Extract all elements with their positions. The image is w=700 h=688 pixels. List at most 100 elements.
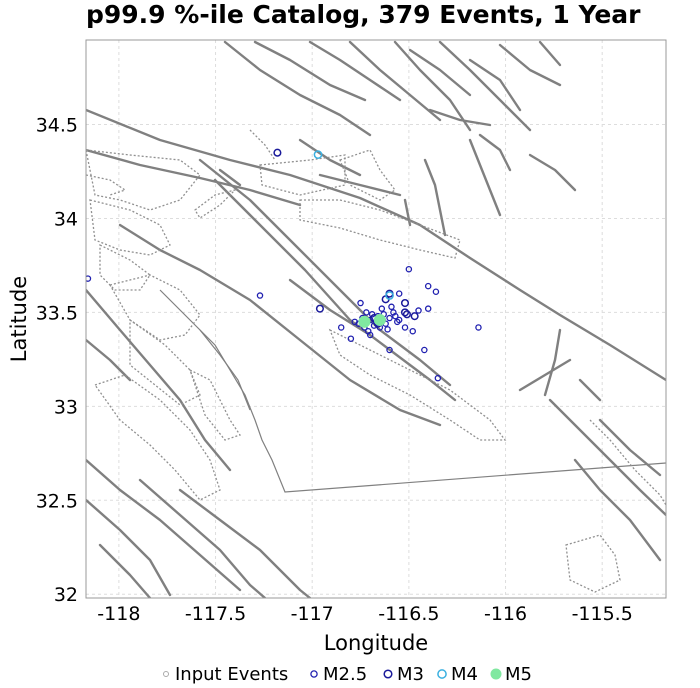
tick-labels-layer: -118 -117.5 -117 -116.5 -116 -115.5 32 32.5 33 33… (36, 115, 633, 625)
event-points-layer (86, 148, 482, 382)
fault-trace (543, 328, 562, 397)
event-point-m25 (378, 305, 386, 312)
fault-trace (538, 40, 562, 67)
event-point-m25 (363, 309, 370, 316)
fault-zone (299, 199, 461, 259)
event-point-m3 (400, 298, 410, 308)
fault-trace (468, 138, 502, 217)
x-tick-label: -116.5 (378, 603, 439, 625)
event-point-m25 (384, 326, 391, 333)
x-axis-title: Longitude (324, 631, 428, 655)
event-point-m3 (410, 312, 419, 321)
y-tick-label: 33 (54, 396, 78, 418)
y-tick-label: 32.5 (36, 490, 78, 512)
fault-trace (86, 288, 232, 472)
chart-title: p99.9 %-ile Catalog, 379 Events, 1 Year (86, 0, 641, 29)
x-tick-label: -117 (291, 603, 334, 625)
event-point-m25 (434, 374, 442, 382)
fault-zone (249, 129, 276, 161)
event-point-m4 (313, 150, 323, 159)
legend-label: Input Events (175, 664, 288, 685)
fault-trace (298, 138, 362, 177)
event-point-m4 (385, 291, 394, 300)
event-point-m25 (337, 324, 345, 331)
x-tick-label: -117.5 (185, 603, 246, 625)
event-point-m25 (386, 346, 393, 354)
fault-zone (565, 534, 621, 593)
fault-zone (259, 154, 346, 196)
fault-trace (518, 358, 572, 392)
x-tick-label: -118 (97, 603, 140, 625)
fault-trace (178, 488, 312, 598)
fault-trace (86, 148, 302, 207)
fault-zone (89, 199, 171, 256)
event-point-m25 (395, 290, 403, 297)
fault-trace (548, 398, 666, 517)
fault-trace (423, 158, 447, 237)
event-point-m25 (424, 305, 432, 312)
event-point-m5 (358, 315, 371, 328)
fault-trace (528, 153, 577, 192)
event-point-m25 (351, 318, 358, 326)
legend-label: M4 (451, 664, 478, 685)
fault-trace (438, 40, 532, 132)
fault-trace (86, 498, 172, 597)
event-point-m25 (405, 265, 413, 273)
event-point-m25 (365, 327, 372, 335)
fault-trace (348, 40, 442, 122)
fault-zone (86, 174, 127, 196)
event-point-m25 (86, 275, 92, 282)
legend: Input Events M2.5 M3 M4 M5 (163, 664, 532, 685)
fault-trace (98, 543, 152, 598)
x-tick-label: -116 (484, 603, 527, 625)
event-point-m25 (475, 324, 482, 331)
legend-marker-m3 (383, 669, 393, 679)
event-point-m25 (421, 346, 428, 354)
event-point-m25 (409, 327, 416, 335)
event-point-m5 (373, 313, 386, 326)
event-point-m25 (424, 282, 432, 290)
fault-zone (129, 318, 201, 406)
fault-trace (478, 133, 512, 172)
event-point-m25 (347, 335, 355, 342)
boundary-line (199, 329, 251, 411)
fault-trace (253, 40, 367, 102)
plot-frame (85, 39, 667, 599)
fault-trace (198, 158, 452, 387)
fault-trace (393, 40, 472, 132)
fault-trace (408, 48, 472, 97)
y-tick-label: 32 (54, 584, 78, 606)
x-tick-label: -115.5 (572, 603, 633, 625)
legend-marker-m5 (490, 668, 502, 680)
event-point-m25 (415, 307, 422, 314)
event-point-m25 (392, 312, 399, 320)
fault-zone (86, 149, 201, 211)
fault-lines-layer (86, 40, 666, 598)
legend-label: M3 (397, 664, 424, 685)
legend-marker-m4 (437, 669, 447, 679)
event-point-m3 (273, 148, 282, 157)
fault-trace (598, 418, 662, 477)
y-tick-label: 34 (54, 208, 78, 230)
y-tick-label: 34.5 (36, 115, 78, 137)
fault-trace (138, 478, 267, 598)
event-point-m25 (386, 314, 393, 322)
event-point-m25 (401, 324, 409, 331)
event-point-m25 (432, 288, 440, 296)
fault-zone (194, 188, 238, 219)
fault-zone (328, 328, 507, 441)
fault-trace (468, 58, 522, 112)
fault-trace (288, 278, 372, 337)
fault-trace (308, 40, 402, 102)
y-tick-label: 33.5 (36, 302, 78, 324)
event-point-m3 (315, 304, 324, 313)
fault-trace (318, 173, 402, 197)
fault-trace (218, 168, 242, 187)
legend-marker-m25 (310, 670, 318, 678)
fault-zone (188, 368, 242, 441)
y-axis-title: Latitude (7, 276, 31, 362)
fault-zone (99, 243, 151, 291)
fault-trace (86, 108, 666, 382)
fault-trace (86, 458, 242, 592)
